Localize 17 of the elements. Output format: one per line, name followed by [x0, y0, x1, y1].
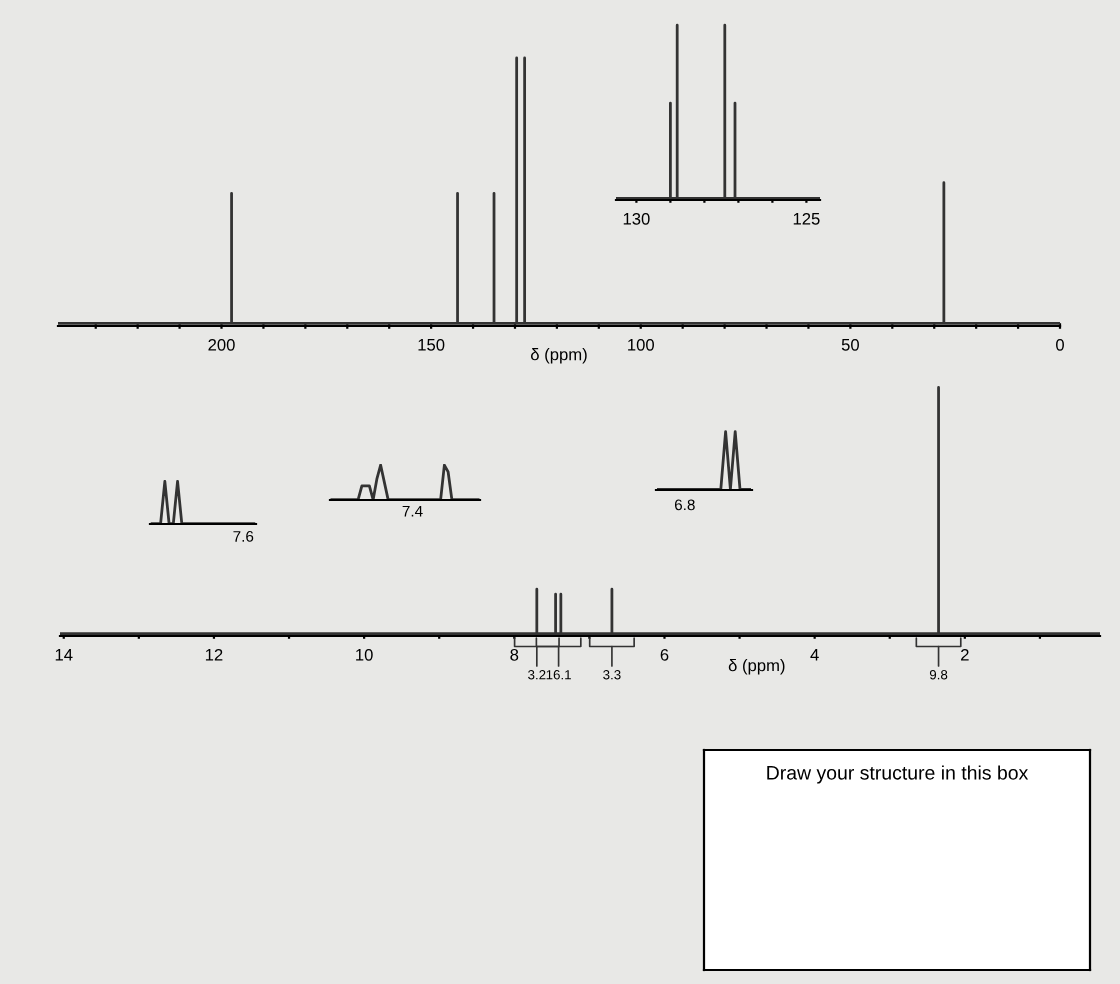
x-tick-label: 8: [510, 648, 519, 661]
x-tick-label: 0: [1056, 338, 1064, 351]
x-axis-title: δ (ppm): [728, 659, 785, 675]
x-tick-label: 10: [356, 648, 373, 661]
x-tick-label: 4: [810, 649, 819, 661]
x-tick-label: 200: [208, 338, 235, 351]
x-tick-label: 14: [55, 649, 73, 661]
x-tick-label: 2: [961, 648, 969, 661]
x-tick-label: 130: [623, 212, 650, 225]
x-tick-label: 50: [841, 338, 859, 351]
x-tick-label: 6: [660, 648, 669, 661]
x-axis-title: δ (ppm): [530, 348, 587, 364]
x-tick-label: 125: [793, 212, 820, 225]
x-tick-label: 150: [418, 338, 445, 351]
x-tick-label: 100: [628, 338, 655, 351]
x-tick-label: 12: [205, 648, 223, 661]
text: Draw your structure in this box: [767, 765, 1029, 784]
